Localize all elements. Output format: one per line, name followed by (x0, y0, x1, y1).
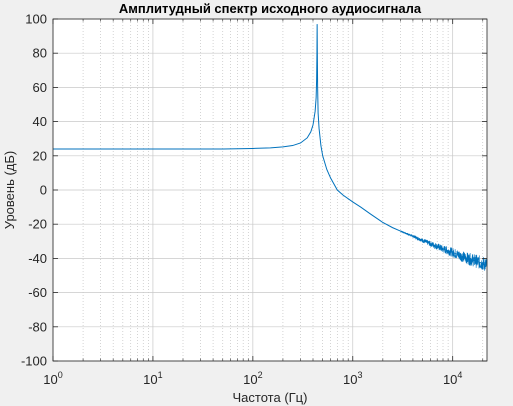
y-tick-labels: -100 -80 -60 -40 -20 0 20 40 60 80 100 (21, 12, 47, 369)
y-tick-label: -60 (28, 285, 47, 300)
y-tick-label: -100 (21, 354, 47, 369)
y-tick-label: 0 (40, 183, 47, 198)
x-axis-label: Частота (Гц) (233, 390, 308, 405)
x-tick-label: 104 (443, 370, 462, 387)
y-tick-label: 80 (33, 46, 47, 61)
x-tick-label: 102 (243, 370, 262, 387)
x-tick-labels: 100 101 102 103 104 (43, 370, 462, 387)
series-layer (53, 24, 488, 271)
y-tick-label: -40 (28, 251, 47, 266)
spectrum-noise-band (400, 230, 488, 271)
y-tick-label: 60 (33, 80, 47, 95)
ticks-layer (52, 18, 487, 362)
x-tick-label: 101 (143, 370, 162, 387)
y-tick-label: 40 (33, 114, 47, 129)
y-axis-label: Уровень (дБ) (2, 151, 17, 229)
x-tick-label: 100 (43, 370, 62, 387)
chart-title: Амплитудный спектр исходного аудиосигнал… (119, 1, 422, 16)
y-tick-label: 100 (25, 12, 47, 27)
y-tick-label: -80 (28, 319, 47, 334)
x-tick-label: 103 (343, 370, 362, 387)
y-tick-label: -20 (28, 217, 47, 232)
y-tick-label: 20 (33, 148, 47, 163)
